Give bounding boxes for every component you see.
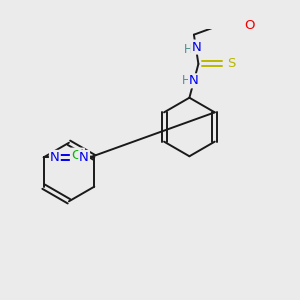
Text: O: O (244, 19, 254, 32)
Text: N: N (79, 151, 89, 164)
Text: S: S (227, 57, 235, 70)
Text: N: N (50, 151, 60, 164)
Text: H: H (182, 74, 190, 87)
Text: H: H (184, 43, 193, 56)
Text: N: N (189, 74, 199, 87)
Text: Cl: Cl (71, 148, 84, 162)
Text: N: N (191, 40, 201, 54)
